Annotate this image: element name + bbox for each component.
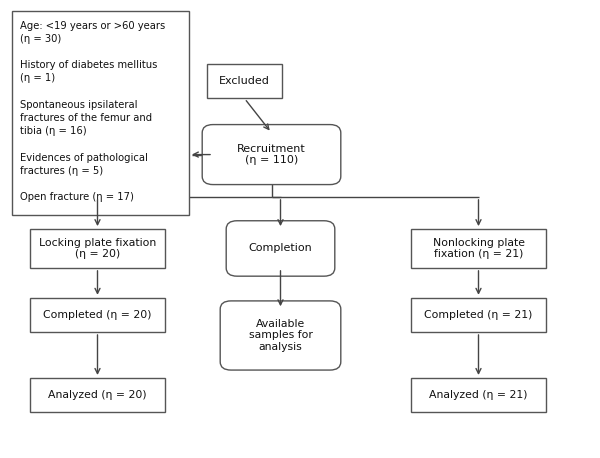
FancyBboxPatch shape	[411, 378, 546, 412]
FancyBboxPatch shape	[411, 229, 546, 268]
Text: Analyzed (η = 21): Analyzed (η = 21)	[429, 390, 528, 400]
FancyBboxPatch shape	[30, 229, 165, 268]
Text: Available
samples for
analysis: Available samples for analysis	[248, 319, 313, 352]
FancyBboxPatch shape	[202, 125, 341, 185]
FancyBboxPatch shape	[411, 298, 546, 332]
Text: Analyzed (η = 20): Analyzed (η = 20)	[48, 390, 147, 400]
FancyBboxPatch shape	[12, 11, 189, 215]
FancyBboxPatch shape	[207, 64, 282, 98]
FancyBboxPatch shape	[30, 378, 165, 412]
Text: Recruitment
(η = 110): Recruitment (η = 110)	[237, 144, 306, 165]
Text: Locking plate fixation
(η = 20): Locking plate fixation (η = 20)	[39, 238, 156, 259]
Text: Completed (η = 20): Completed (η = 20)	[43, 310, 152, 320]
Text: Completed (η = 21): Completed (η = 21)	[424, 310, 533, 320]
Text: Age: <19 years or >60 years
(η = 30)

History of diabetes mellitus
(η = 1)

Spon: Age: <19 years or >60 years (η = 30) His…	[20, 21, 165, 202]
Text: Excluded: Excluded	[219, 76, 270, 86]
FancyBboxPatch shape	[30, 298, 165, 332]
Text: Nonlocking plate
fixation (η = 21): Nonlocking plate fixation (η = 21)	[433, 238, 524, 259]
FancyBboxPatch shape	[220, 301, 341, 370]
FancyBboxPatch shape	[226, 221, 335, 276]
Text: Completion: Completion	[248, 244, 313, 253]
